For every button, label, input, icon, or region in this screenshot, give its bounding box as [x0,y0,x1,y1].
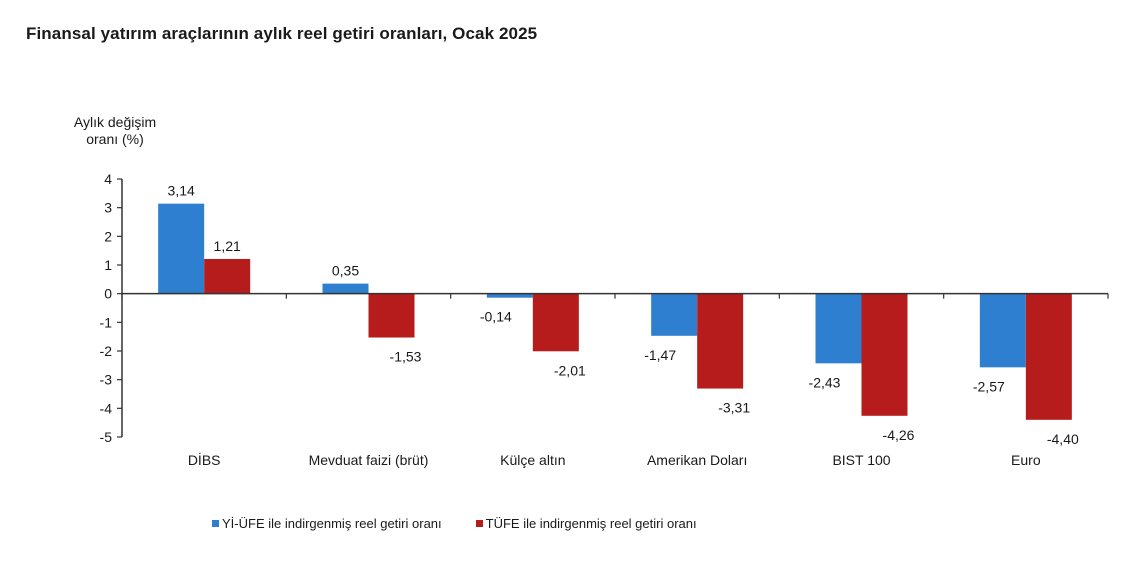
data-label: -4,40 [1047,431,1079,447]
chart-title: Finansal yatırım araçlarının aylık reel … [26,24,538,43]
y-tick-label: -4 [100,400,113,416]
category-label: DİBS [188,451,221,468]
bar-tufe [532,293,579,352]
legend-item-yiufe: Yİ-ÜFE ile indirgenmiş reel getiri oranı [212,516,442,531]
data-label: 0,35 [332,263,359,279]
legend-swatch-red [475,520,483,527]
y-tick-label: -5 [100,429,113,445]
bar-yiufe [322,283,369,294]
bar-yiufe [651,293,698,336]
y-tick-label: 1 [104,257,112,273]
data-label: -4,26 [883,427,915,443]
data-label: 3,14 [168,183,195,199]
y-tick-label: 0 [104,286,112,302]
bar-yiufe [979,293,1026,368]
category-label: Euro [1011,452,1041,468]
bar-tufe [861,293,908,416]
category-label: Mevduat faizi (brüt) [309,452,429,468]
bar-yiufe [486,293,533,298]
y-tick-label: -3 [100,372,113,388]
bar-tufe [368,293,415,338]
legend-label-yiufe: Yİ-ÜFE ile indirgenmiş reel getiri oranı [222,516,442,531]
y-axis-label: Aylık değişim oranı (%) [60,114,170,148]
y-tick-label: -2 [100,343,113,359]
data-label: -2,43 [809,374,841,390]
legend-swatch-blue [212,520,219,527]
y-tick-label: 3 [104,200,112,216]
data-label: 1,21 [214,238,241,254]
y-tick-label: 4 [104,171,112,187]
legend-item-tufe: TÜFE ile indirgenmiş reel getiri oranı [475,516,697,531]
data-label: -2,01 [554,362,586,378]
bar-yiufe [158,203,205,294]
legend: Yİ-ÜFE ile indirgenmiş reel getiri oranı… [212,516,697,531]
y-axis-label-line2: oranı (%) [86,131,144,147]
data-label: -3,31 [718,400,750,416]
y-tick-label: -1 [100,314,113,330]
y-tick-label: 2 [104,228,112,244]
bar-tufe [697,293,744,389]
bar-tufe [1025,293,1072,420]
category-label: BIST 100 [832,452,890,468]
data-label: -2,57 [973,378,1005,394]
category-label: Külçe altın [500,452,565,468]
data-label: -0,14 [480,309,512,325]
legend-label-tufe: TÜFE ile indirgenmiş reel getiri oranı [485,516,697,531]
y-axis-label-line1: Aylık değişim [73,114,157,130]
category-label: Amerikan Doları [647,452,747,468]
bar-yiufe [815,293,862,364]
data-label: -1,47 [644,347,676,363]
bar-tufe [204,258,251,294]
data-label: -1,53 [390,349,422,365]
